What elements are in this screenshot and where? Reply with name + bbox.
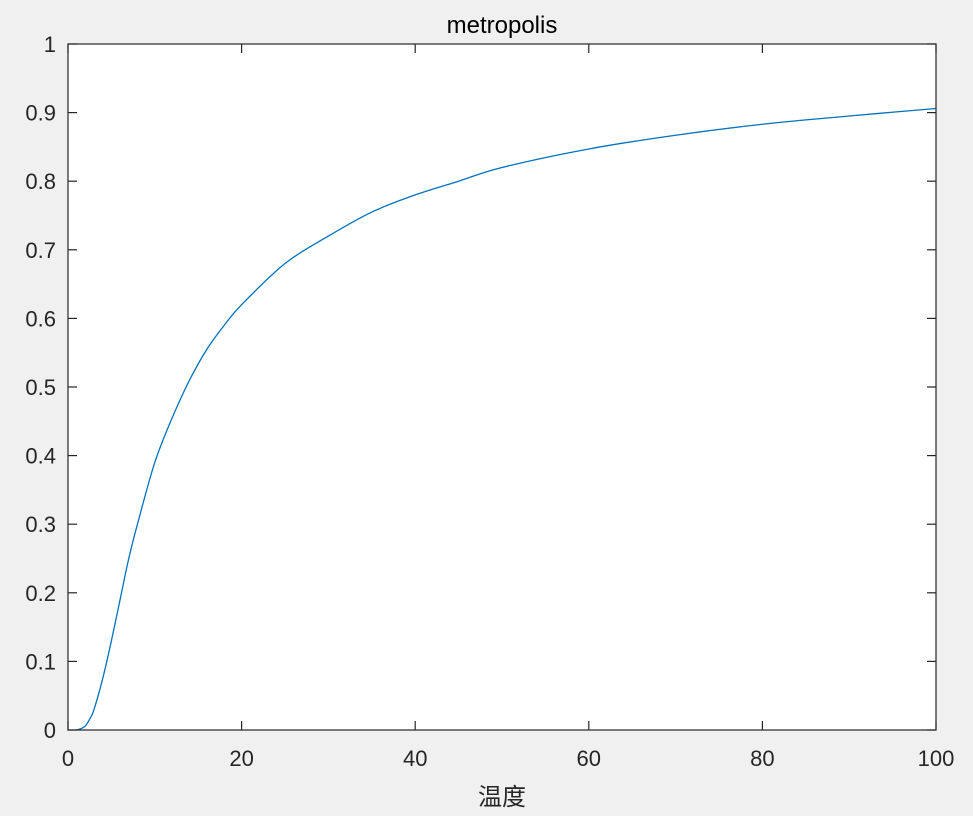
x-tick-label: 60 [577,746,601,771]
x-tick-label: 80 [750,746,774,771]
x-tick-label: 100 [918,746,955,771]
y-tick-label: 0.2 [25,581,56,606]
y-tick-label: 0.1 [25,649,56,674]
series-line [76,107,937,731]
x-tick-label: 20 [229,746,253,771]
y-tick-label: 1 [44,32,56,57]
chart-title: metropolis [447,12,558,39]
y-tick-label: 0.8 [25,169,56,194]
x-tick-label: 0 [62,746,74,771]
y-tick-label: 0.5 [25,375,56,400]
plot-area [68,44,936,730]
y-tick-label: 0.4 [25,444,56,469]
y-tick-label: 0.6 [25,306,56,331]
x-ticks: 0 20 40 60 80 100 [62,44,954,771]
y-tick-label: 0 [44,718,56,743]
y-tick-label: 0.7 [25,238,56,263]
x-axis-label: 温度 [478,783,526,811]
x-tick-label: 40 [403,746,427,771]
y-tick-label: 0.3 [25,512,56,537]
y-tick-label: 0.9 [25,101,56,126]
axes-box [67,43,937,731]
y-ticks: 0 0.1 0.2 0.3 0.4 0.5 0.6 0.7 0.8 0.9 1 [25,32,936,743]
